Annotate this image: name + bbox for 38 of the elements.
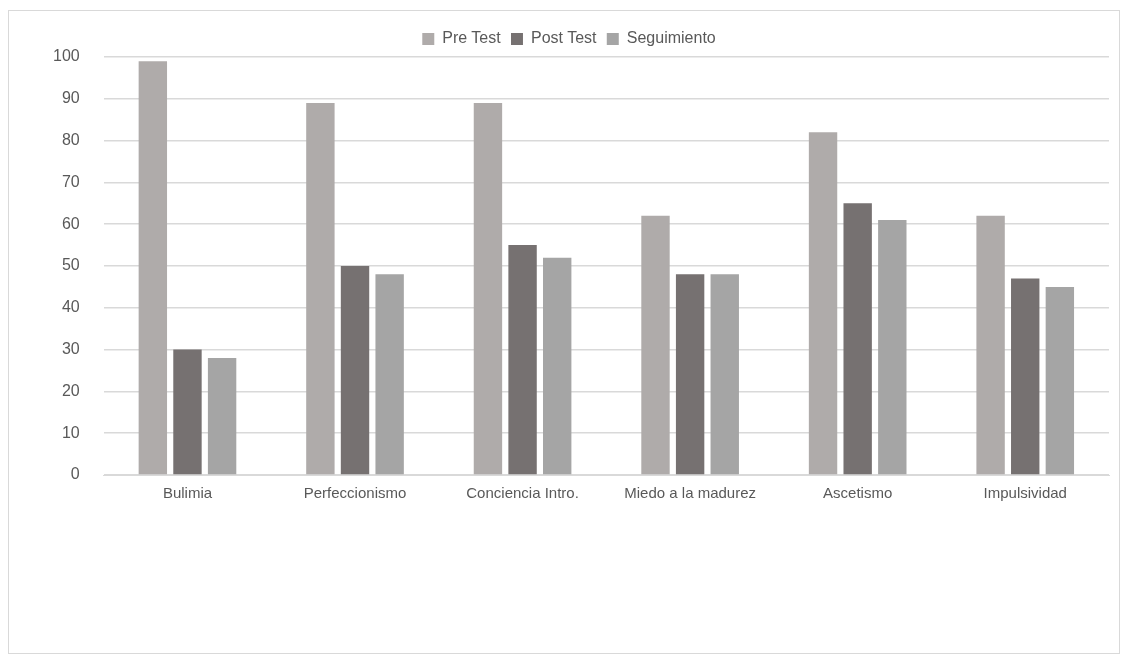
x-tick-label: Impulsividad — [983, 484, 1067, 502]
bar — [306, 102, 335, 475]
bar — [710, 274, 739, 475]
legend-label: Seguimiento — [626, 29, 716, 47]
y-tick-label: 50 — [61, 256, 80, 274]
bar — [1011, 278, 1040, 475]
bar — [173, 349, 202, 475]
y-tick-label: 0 — [70, 465, 80, 483]
y-tick-label: 10 — [61, 423, 80, 441]
bar — [1045, 286, 1075, 475]
y-tick-label: 20 — [61, 381, 80, 399]
x-tick-label: Ascetismo — [823, 484, 893, 502]
x-tick-label: Bulimia — [162, 484, 213, 502]
bar — [375, 274, 404, 475]
bar — [473, 102, 503, 475]
y-tick-label: 30 — [61, 340, 80, 358]
y-tick-label: 60 — [61, 214, 80, 232]
bar — [843, 203, 872, 475]
bar — [508, 245, 537, 475]
y-tick-label: 90 — [61, 89, 80, 107]
bar — [543, 257, 572, 475]
y-tick-label: 100 — [52, 47, 80, 65]
bar — [878, 220, 907, 475]
bar — [207, 357, 237, 475]
legend-label: Post Test — [530, 29, 598, 47]
bar — [675, 274, 705, 475]
y-tick-label: 80 — [61, 131, 80, 149]
y-tick-label: 70 — [61, 172, 80, 190]
y-tick-label: 40 — [61, 298, 80, 316]
bar — [340, 266, 370, 475]
legend-label: Pre Test — [442, 29, 502, 47]
x-tick-label: Conciencia Intro. — [466, 484, 579, 502]
bar — [138, 61, 168, 475]
x-tick-label: Miedo a la madurez — [624, 484, 756, 502]
x-tick-label: Perfeccionismo — [303, 484, 407, 502]
bar — [808, 132, 838, 475]
bar — [976, 215, 1005, 475]
bar — [641, 215, 670, 475]
